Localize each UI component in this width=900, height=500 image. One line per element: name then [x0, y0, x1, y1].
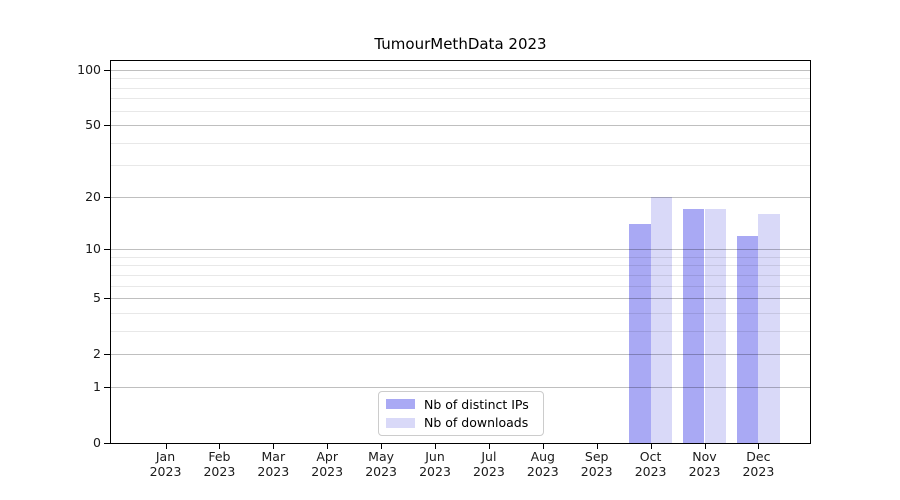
bar-distinct-ips-oct	[629, 224, 651, 443]
gridline-minor	[111, 165, 810, 166]
y-axis-label: 1	[93, 378, 101, 394]
gridline-minor	[111, 313, 810, 314]
y-axis-tick	[104, 70, 110, 71]
bar-downloads-dec	[758, 214, 780, 443]
bar-downloads-nov	[704, 209, 727, 443]
legend-item: Nb of downloads	[386, 415, 536, 432]
legend-swatch-downloads	[386, 417, 415, 428]
gridline-minor	[111, 265, 810, 266]
y-axis-tick	[104, 298, 110, 299]
bar-distinct-ips-dec	[736, 235, 759, 443]
x-axis-tick	[705, 444, 706, 449]
y-axis-label: 5	[93, 290, 101, 306]
x-axis-tick	[758, 444, 759, 449]
y-axis-tick	[104, 443, 110, 444]
y-axis-label: 50	[85, 117, 101, 133]
gridline	[111, 125, 810, 126]
x-axis-label: May 2023	[365, 449, 397, 479]
x-axis-tick	[489, 444, 490, 449]
x-axis-label: Sep 2023	[580, 449, 613, 479]
gridline-minor	[111, 78, 810, 79]
legend-label-downloads: Nb of downloads	[424, 415, 529, 431]
gridline	[111, 197, 810, 198]
x-axis-tick	[435, 444, 436, 449]
gridline	[111, 387, 810, 388]
y-axis-tick	[104, 197, 110, 198]
x-axis-label: Jan 2023	[149, 449, 182, 479]
gridline-minor	[111, 257, 810, 258]
x-axis-tick	[273, 444, 274, 449]
gridline	[111, 298, 810, 299]
x-axis-tick	[219, 444, 220, 449]
gridline-minor	[111, 111, 810, 112]
y-axis-tick	[104, 354, 110, 355]
gridline-minor	[111, 98, 810, 99]
x-axis-tick	[651, 444, 652, 449]
gridline-minor	[111, 143, 810, 144]
y-axis-tick	[104, 125, 110, 126]
x-axis-tick	[327, 444, 328, 449]
y-axis-label: 10	[85, 241, 101, 257]
x-axis-label: Apr 2023	[311, 449, 344, 479]
x-axis-label: Nov 2023	[688, 449, 721, 479]
x-axis-label: Jul 2023	[472, 449, 505, 479]
legend-item: Nb of distinct IPs	[386, 396, 536, 413]
chart-legend: Nb of distinct IPs Nb of downloads	[378, 391, 544, 436]
plot-area	[110, 60, 811, 444]
y-axis-tick	[104, 387, 110, 388]
gridline-minor	[111, 286, 810, 287]
legend-swatch-distinct-ips	[386, 399, 415, 410]
x-axis-label: Mar 2023	[257, 449, 290, 479]
gridline	[111, 70, 810, 71]
gridline-minor	[111, 275, 810, 276]
y-axis-tick	[104, 249, 110, 250]
bar-downloads-oct	[650, 196, 673, 443]
gridline-minor	[111, 88, 810, 89]
x-axis-tick	[543, 444, 544, 449]
y-axis-label: 100	[77, 62, 101, 77]
y-axis-label: 2	[93, 346, 101, 362]
x-axis-label: Feb 2023	[203, 449, 236, 479]
x-axis-tick	[166, 444, 167, 449]
y-axis-label: 0	[93, 435, 101, 450]
gridline-minor	[111, 331, 810, 332]
chart-title: TumourMethData 2023	[374, 35, 547, 53]
gridline	[111, 249, 810, 250]
bar-distinct-ips-nov	[682, 209, 705, 443]
x-axis-label: Jun 2023	[419, 449, 451, 479]
y-axis-label: 20	[85, 188, 101, 204]
x-axis-label: Aug 2023	[526, 449, 559, 479]
x-axis-tick	[597, 444, 598, 449]
x-axis-label: Dec 2023	[742, 449, 775, 479]
x-axis-tick	[381, 444, 382, 449]
gridline	[111, 354, 810, 355]
legend-label-distinct-ips: Nb of distinct IPs	[424, 396, 529, 412]
x-axis-label: Oct 2023	[634, 449, 667, 479]
